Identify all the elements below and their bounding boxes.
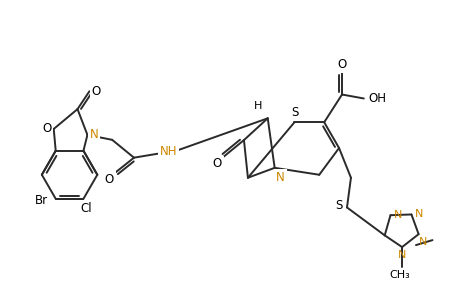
Text: Br: Br	[35, 194, 48, 207]
Text: N: N	[417, 237, 426, 247]
Text: S: S	[335, 199, 342, 212]
Text: O: O	[104, 173, 114, 186]
Text: Cl: Cl	[80, 202, 92, 215]
Text: O: O	[212, 157, 221, 170]
Text: N: N	[276, 171, 284, 184]
Text: NH: NH	[159, 145, 177, 158]
Text: N: N	[397, 250, 406, 260]
Text: N: N	[414, 210, 423, 219]
Text: S: S	[290, 106, 298, 119]
Text: OH: OH	[368, 92, 386, 105]
Text: CH₃: CH₃	[389, 270, 410, 280]
Text: H: H	[253, 101, 261, 112]
Text: N: N	[393, 210, 402, 220]
Text: O: O	[91, 85, 101, 98]
Text: O: O	[42, 123, 51, 135]
Text: O: O	[337, 58, 346, 71]
Text: N: N	[90, 128, 99, 141]
